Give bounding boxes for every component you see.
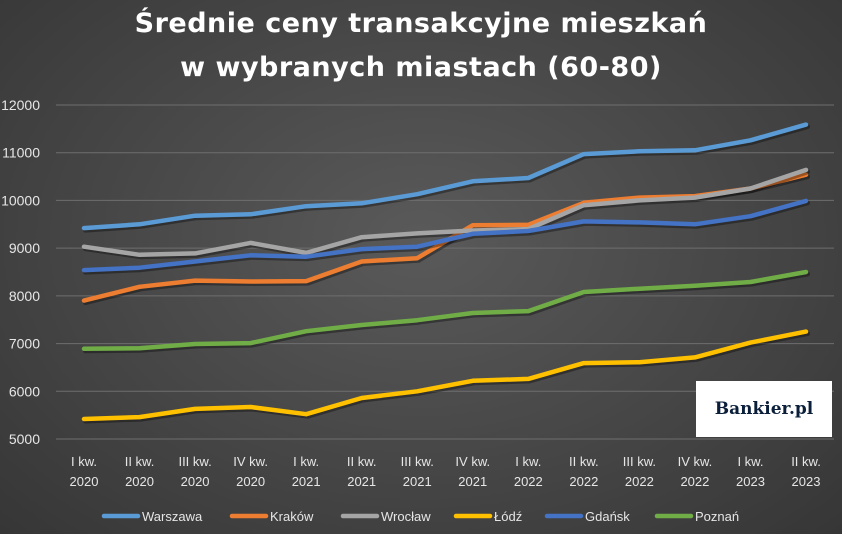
x-tick-label: I kw. 2020: [70, 454, 99, 489]
legend-label: Wrocław: [381, 509, 431, 524]
legend: Warszawa Kraków Wrocław Łódź Gdańsk Poznań: [101, 509, 739, 524]
x-tick-label: IV kw. 2021: [455, 454, 490, 489]
bankier-logo: Bankier.pl: [696, 381, 832, 437]
y-tick-label: 11000: [2, 145, 40, 161]
series-line-Warszawa: [81, 122, 809, 231]
chart-title: Średnie ceny transakcyjne mieszkań w wyb…: [0, 2, 842, 90]
x-tick-label: III kw. 2020: [178, 454, 211, 489]
x-tick-label: II kw. 2020: [125, 454, 155, 489]
legend-label: Kraków: [270, 509, 314, 524]
y-tick-label: 10000: [1, 192, 40, 208]
series-line-Gdańsk: [81, 198, 809, 273]
series-line-Łódź: [81, 329, 809, 422]
series-line-Wrocław: [81, 167, 809, 258]
series-line-Poznań: [81, 269, 809, 352]
y-tick-label: 8000: [9, 288, 40, 304]
x-tick-label: III kw. 2021: [401, 454, 434, 489]
x-tick-label: II kw. 2023: [791, 454, 821, 489]
y-tick-label: 12000: [1, 97, 40, 113]
y-axis: 5000 6000 7000 8000 9000 10000 11000 12000: [1, 97, 40, 447]
x-axis: I kw. 2020 II kw. 2020 III kw. 2020 IV kw. 2020…: [70, 454, 821, 489]
x-tick-label: III kw. 2022: [623, 454, 656, 489]
legend-label: Poznań: [695, 509, 739, 524]
chart-title-line-2: w wybranych miastach (60-80): [180, 52, 662, 83]
x-tick-label: I kw. 2022: [514, 454, 543, 489]
legend-label: Łódź: [494, 509, 522, 524]
gridlines: [56, 104, 834, 440]
x-tick-label: I kw. 2021: [292, 454, 321, 489]
x-tick-label: II kw. 2022: [569, 454, 599, 489]
y-tick-label: 9000: [9, 240, 40, 256]
chart-title-line-1: Średnie ceny transakcyjne mieszkań: [134, 8, 708, 39]
series-lines: [81, 122, 810, 424]
y-tick-label: 6000: [9, 383, 40, 399]
x-tick-label: II kw. 2021: [347, 454, 377, 489]
y-tick-label: 5000: [9, 431, 40, 447]
legend-label: Gdańsk: [585, 509, 630, 524]
series-line-Kraków: [81, 172, 809, 303]
logo-text: Bankier.pl: [714, 399, 814, 419]
x-tick-label: I kw. 2023: [736, 454, 765, 489]
x-tick-label: IV kw. 2020: [233, 454, 268, 489]
legend-label: Warszawa: [142, 509, 203, 524]
y-tick-label: 7000: [9, 336, 40, 352]
x-tick-label: IV kw. 2022: [678, 454, 713, 489]
